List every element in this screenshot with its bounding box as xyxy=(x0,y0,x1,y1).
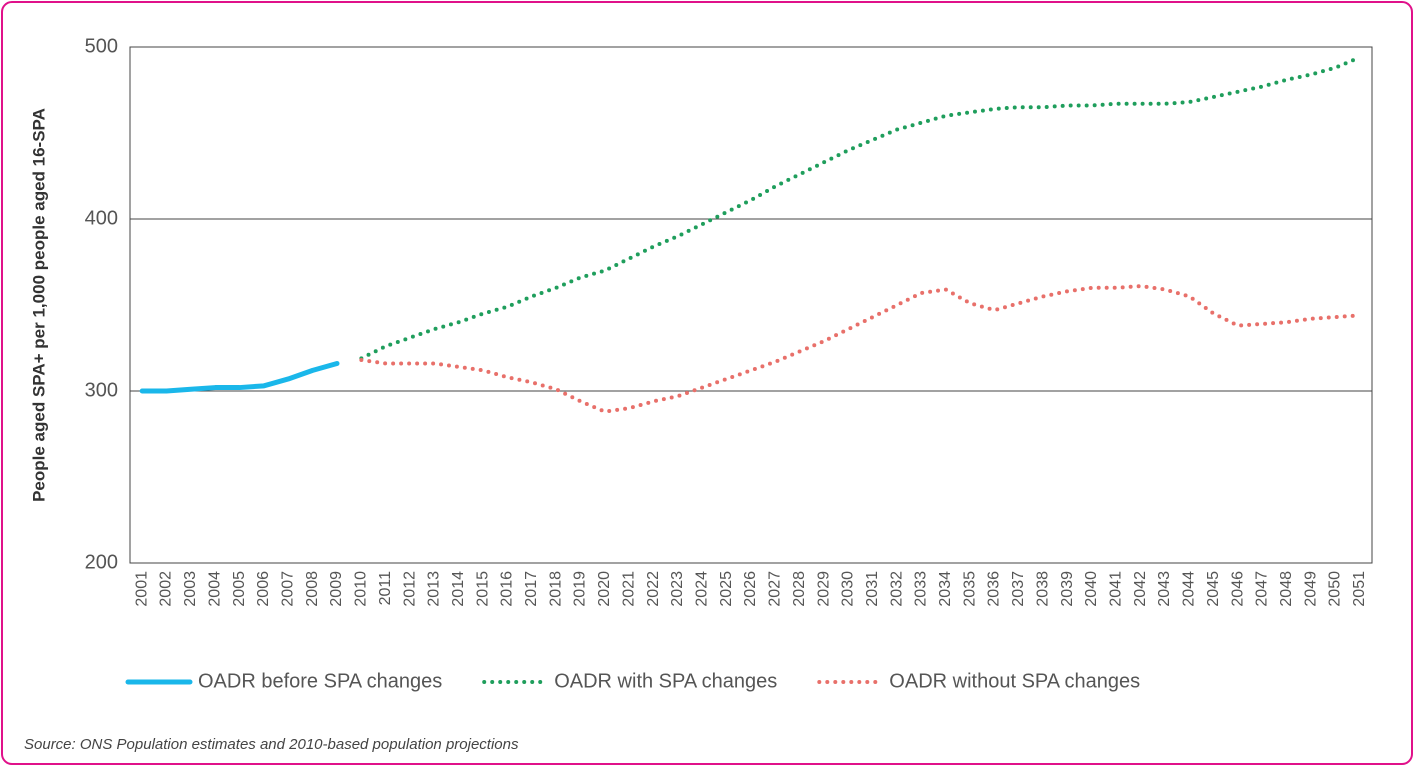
series-line xyxy=(359,284,1362,414)
x-tick-label: 2001 xyxy=(133,571,150,607)
x-tick-label: 2030 xyxy=(840,571,857,607)
x-tick-label: 2020 xyxy=(596,571,613,607)
x-tick-label: 2024 xyxy=(694,571,711,607)
x-tick-label: 2005 xyxy=(231,571,248,607)
x-tick-label: 2014 xyxy=(450,571,467,607)
legend-label: OADR before SPA changes xyxy=(198,670,442,692)
x-tick-label: 2031 xyxy=(864,571,881,607)
x-tick-label: 2041 xyxy=(1108,571,1125,607)
x-tick-label: 2017 xyxy=(523,571,540,607)
x-tick-label: 2036 xyxy=(986,571,1003,607)
x-tick-label: 2019 xyxy=(572,571,589,607)
series-line xyxy=(359,55,1362,361)
source-note: Source: ONS Population estimates and 201… xyxy=(24,736,519,753)
x-tick-label: 2016 xyxy=(499,571,516,607)
y-tick-label: 300 xyxy=(85,379,118,401)
x-tick-label: 2033 xyxy=(913,571,930,607)
x-tick-label: 2008 xyxy=(304,571,321,607)
x-tick-label: 2043 xyxy=(1156,571,1173,607)
x-tick-label: 2039 xyxy=(1059,571,1076,607)
x-tick-label: 2034 xyxy=(937,571,954,607)
x-tick-label: 2032 xyxy=(888,571,905,607)
x-tick-label: 2050 xyxy=(1327,571,1344,607)
x-tick-label: 2011 xyxy=(377,571,394,606)
x-tick-label: 2002 xyxy=(158,571,175,607)
x-tick-label: 2022 xyxy=(645,571,662,607)
x-tick-label: 2010 xyxy=(353,571,370,607)
x-tick-label: 2040 xyxy=(1083,571,1100,607)
x-tick-label: 2028 xyxy=(791,571,808,607)
x-tick-label: 2012 xyxy=(401,571,418,607)
series-line xyxy=(139,360,340,394)
plot-border xyxy=(129,46,1373,564)
x-tick-label: 2047 xyxy=(1254,571,1271,607)
x-tick-label: 2026 xyxy=(742,571,759,607)
x-tick-label: 2003 xyxy=(182,571,199,607)
x-tick-label: 2007 xyxy=(280,571,297,607)
x-tick-label: 2006 xyxy=(255,571,272,607)
y-tick-label: 400 xyxy=(85,207,118,229)
x-tick-label: 2018 xyxy=(547,571,564,607)
x-tick-label: 2013 xyxy=(426,571,443,607)
x-tick-label: 2004 xyxy=(206,571,223,607)
x-tick-label: 2029 xyxy=(815,571,832,607)
x-tick-label: 2042 xyxy=(1132,571,1149,607)
x-tick-label: 2049 xyxy=(1302,571,1319,607)
x-tick-label: 2037 xyxy=(1010,571,1027,607)
legend-label: OADR without SPA changes xyxy=(889,670,1140,692)
x-tick-label: 2044 xyxy=(1181,571,1198,607)
x-tick-label: 2023 xyxy=(669,571,686,607)
x-tick-label: 2009 xyxy=(328,571,345,607)
x-tick-label: 2051 xyxy=(1351,571,1368,607)
y-axis-title: People aged SPA+ per 1,000 people aged 1… xyxy=(29,108,48,502)
x-tick-label: 2021 xyxy=(620,571,637,607)
x-tick-label: 2027 xyxy=(767,571,784,607)
legend-label: OADR with SPA changes xyxy=(554,670,777,692)
x-tick-label: 2048 xyxy=(1278,571,1295,607)
x-tick-label: 2045 xyxy=(1205,571,1222,607)
x-tick-label: 2025 xyxy=(718,571,735,607)
y-tick-label: 200 xyxy=(85,551,118,573)
x-tick-label: 2038 xyxy=(1034,571,1051,607)
x-tick-label: 2046 xyxy=(1229,571,1246,607)
x-tick-label: 2015 xyxy=(474,571,491,607)
y-tick-label: 500 xyxy=(85,35,118,57)
x-tick-label: 2035 xyxy=(961,571,978,607)
